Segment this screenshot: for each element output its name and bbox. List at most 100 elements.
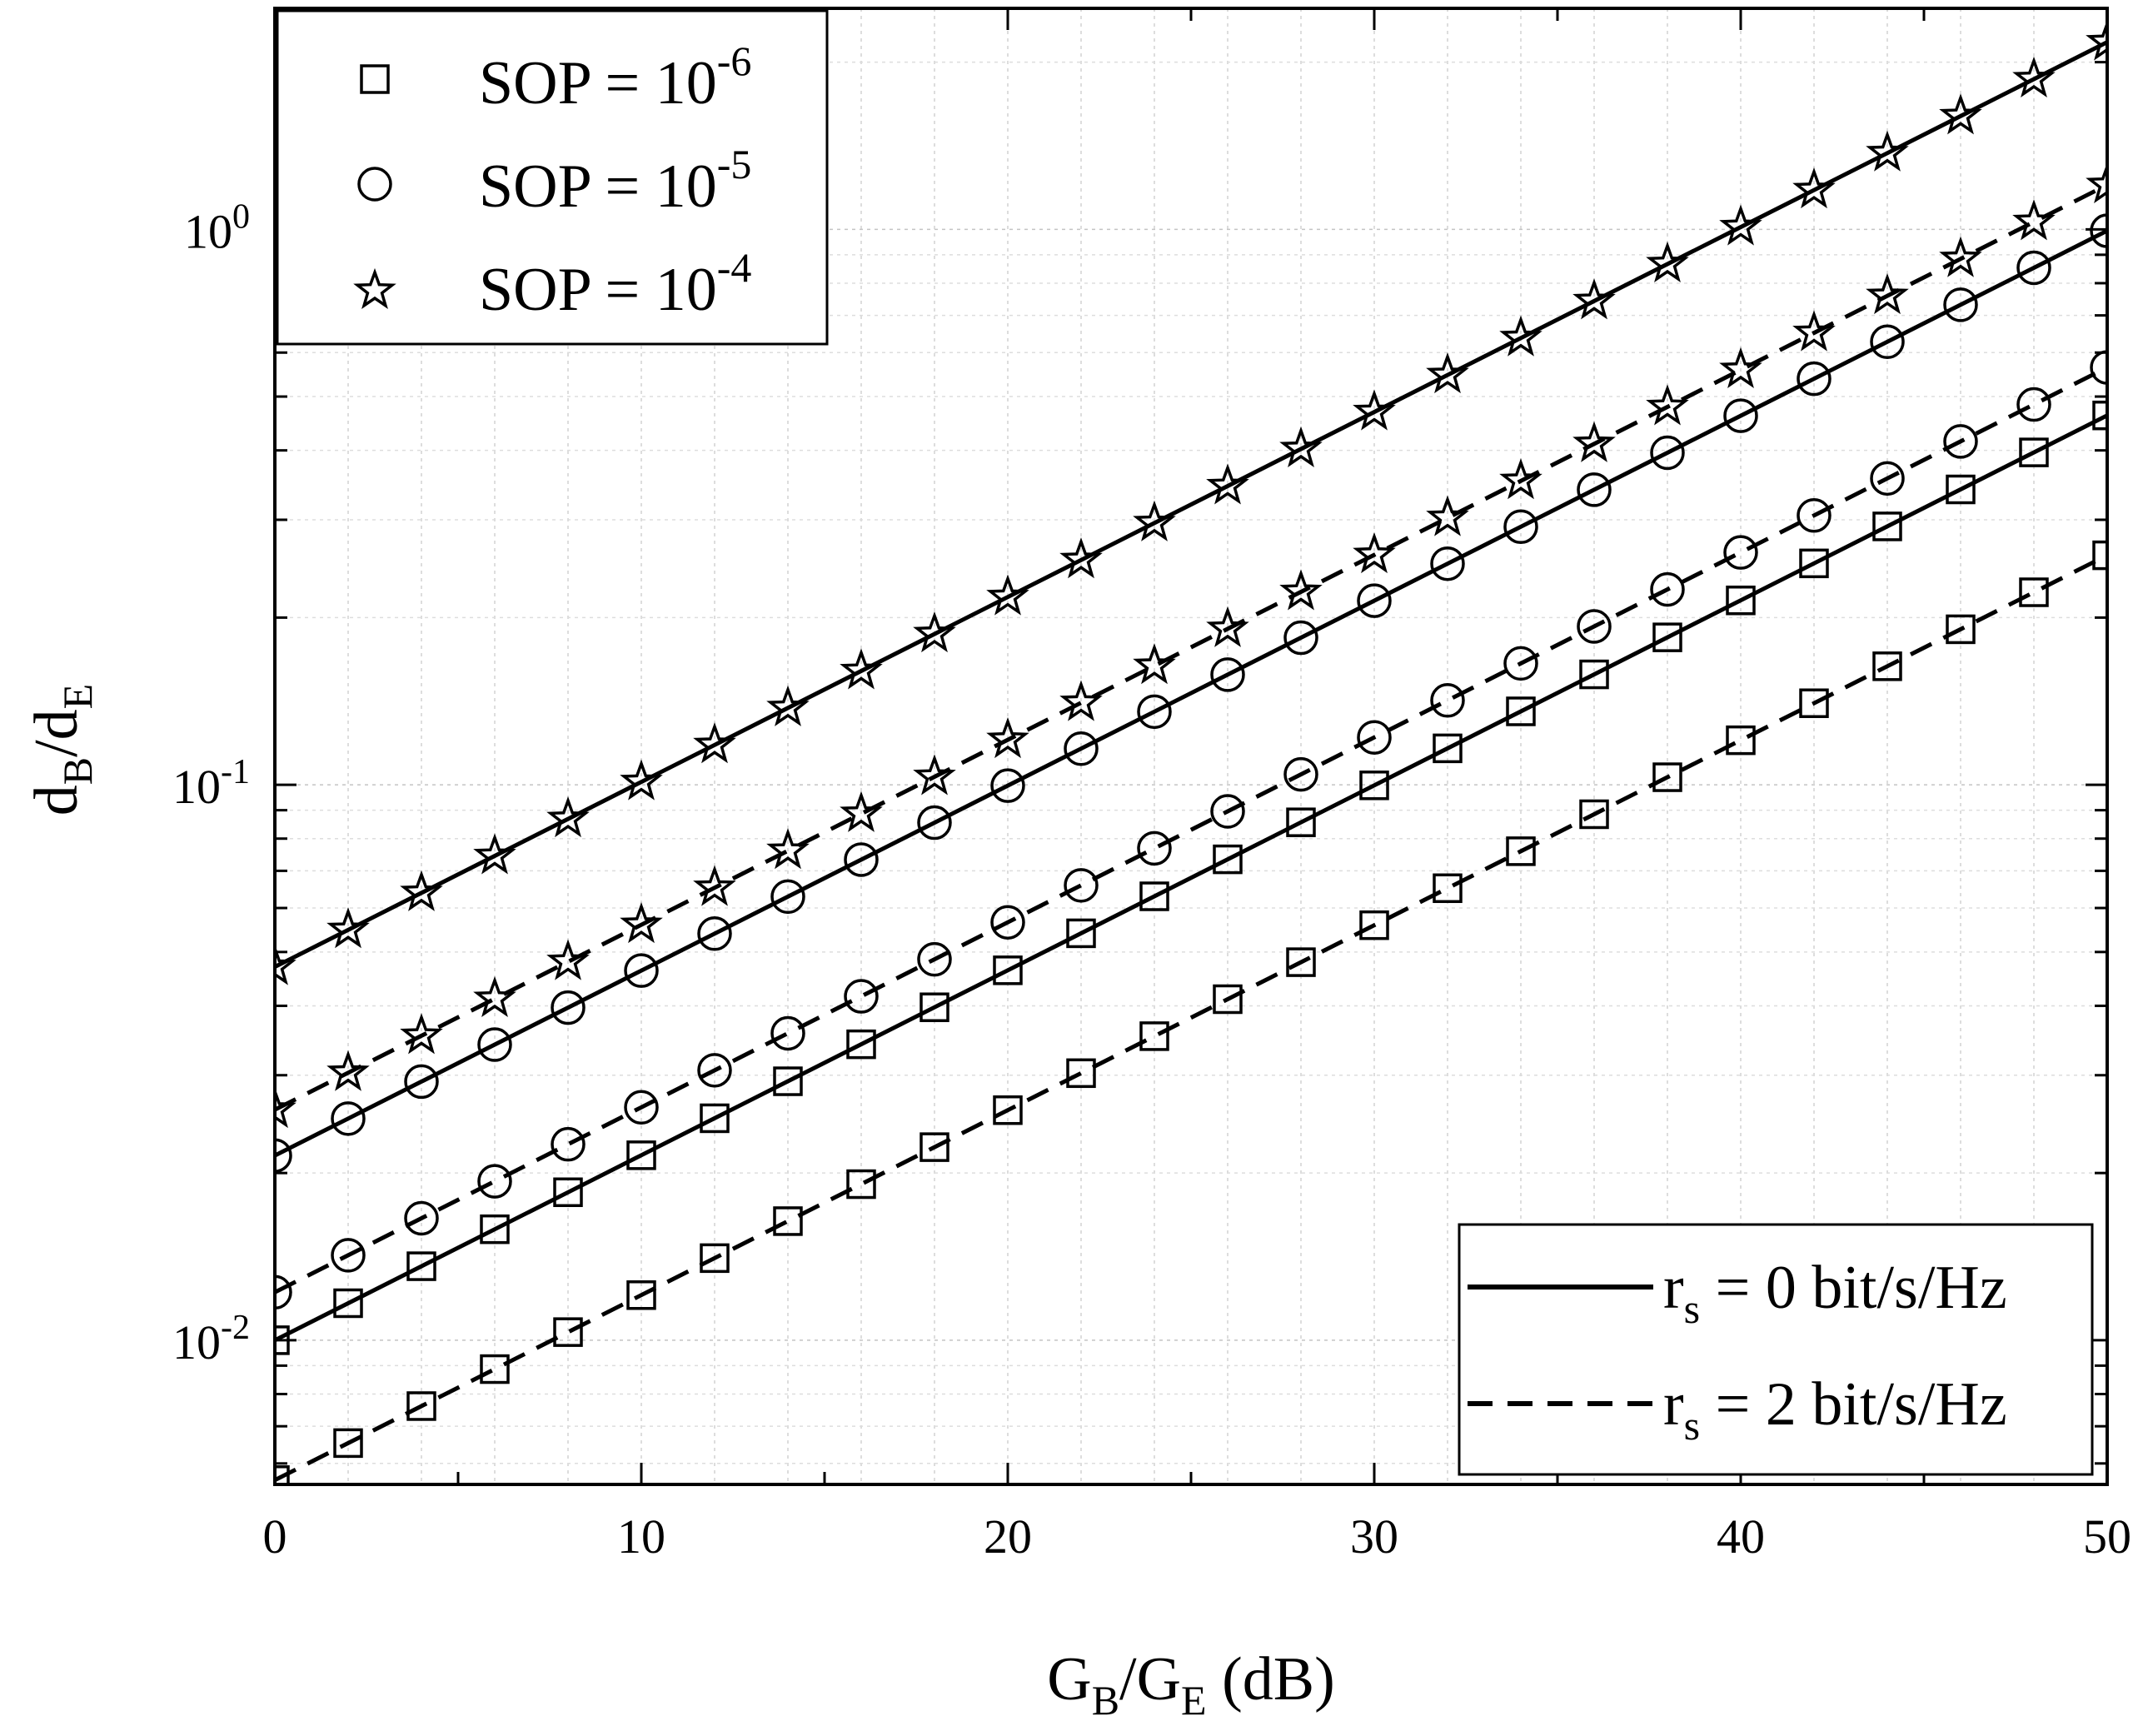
data-point-square xyxy=(333,1428,363,1459)
y-tick-labels: 10-2 10-1 100 xyxy=(172,197,250,1369)
data-point-star xyxy=(1939,236,1982,277)
data-point-circle xyxy=(404,1064,439,1100)
data-point-circle xyxy=(990,768,1025,803)
data-point-square xyxy=(773,1206,803,1236)
data-point-square xyxy=(1213,984,1243,1015)
data-point-star xyxy=(1646,241,1689,282)
plot-series xyxy=(275,19,2107,1484)
data-point-square xyxy=(1946,474,1976,505)
data-point-circle xyxy=(477,1027,512,1062)
data-point-star xyxy=(986,574,1029,616)
data-point-star xyxy=(693,865,736,906)
data-point-square xyxy=(1726,725,1756,756)
data-point-star xyxy=(1353,389,1396,431)
data-point-circle xyxy=(1430,546,1465,581)
data-point-square xyxy=(1579,799,1609,830)
data-point-circle xyxy=(2016,387,2051,422)
data-point-square xyxy=(626,1280,656,1310)
data-point-circle xyxy=(1870,324,1905,360)
data-point-circle xyxy=(1503,646,1538,681)
data-point-circle xyxy=(844,979,879,1014)
legend-lines-box xyxy=(1458,1223,2094,1476)
data-point-square xyxy=(1433,733,1463,764)
y-axis-title: dB/dE xyxy=(22,684,101,816)
data-point-star xyxy=(986,716,1029,759)
series-square-dashed xyxy=(275,540,2107,1484)
data-point-circle xyxy=(1064,731,1099,766)
data-point-square xyxy=(1799,548,1829,579)
data-point-circle xyxy=(2090,213,2107,248)
data-point-circle xyxy=(770,879,805,915)
data-point-star xyxy=(1646,384,1689,426)
data-point-square xyxy=(773,1066,803,1096)
data-point-square xyxy=(846,1029,876,1060)
data-point-circle xyxy=(697,1053,732,1088)
data-point-star xyxy=(1939,93,1982,135)
data-point-circle xyxy=(1137,831,1172,866)
data-point-star xyxy=(275,944,297,985)
legend-markers: SOP = 10-6 SOP = 10-5 SOP = 10-4 xyxy=(276,9,829,346)
y-tick-label: 10-1 xyxy=(172,753,250,814)
data-point-star xyxy=(1792,310,1836,352)
data-point-star xyxy=(1792,167,1836,209)
data-point-star xyxy=(766,685,810,726)
data-point-square xyxy=(626,1140,656,1170)
data-point-square xyxy=(2092,540,2107,571)
data-point-square xyxy=(2019,437,2049,467)
data-point-square xyxy=(333,1288,363,1319)
data-point-circle xyxy=(1870,461,1905,496)
data-point-circle xyxy=(1283,756,1318,792)
legend-entry-rs-0: rs = 0 bit/s/Hz xyxy=(1663,1254,2007,1332)
data-point-star xyxy=(275,1087,297,1129)
data-point-square xyxy=(1506,836,1536,866)
data-point-circle xyxy=(1210,794,1245,829)
data-point-star xyxy=(1279,569,1323,611)
legend-lines: rs = 0 bit/s/Hz rs = 2 bit/s/Hz xyxy=(1458,1223,2094,1476)
data-point-star xyxy=(1572,278,1616,320)
square-icon xyxy=(360,64,390,94)
data-point-circle xyxy=(1503,509,1538,545)
data-point-circle xyxy=(1943,287,1978,322)
series-line xyxy=(275,365,2107,1295)
data-point-circle xyxy=(990,905,1025,940)
legend-entry-sop-4: SOP = 10-4 xyxy=(479,244,751,324)
data-point-square xyxy=(406,1251,436,1281)
data-point-square xyxy=(1506,696,1536,726)
legend-star-symbol xyxy=(353,267,396,309)
data-point-star xyxy=(1499,458,1542,500)
data-point-circle xyxy=(1650,571,1685,607)
data-point-circle xyxy=(1430,683,1465,718)
data-point-circle xyxy=(1723,535,1758,570)
data-point-circle xyxy=(697,916,732,951)
data-point-star xyxy=(840,791,883,832)
data-point-square xyxy=(700,1103,730,1134)
series-line xyxy=(275,228,2107,1158)
data-point-square xyxy=(1286,947,1316,977)
data-point-star xyxy=(620,759,663,801)
data-point-star xyxy=(1866,273,1909,315)
data-point-star xyxy=(1353,531,1396,574)
data-point-circle xyxy=(1577,472,1612,507)
data-point-square xyxy=(1139,881,1169,911)
x-tick-label: 30 xyxy=(1350,1509,1398,1564)
data-point-square xyxy=(480,1214,510,1245)
data-point-star xyxy=(1866,130,1909,172)
data-point-star xyxy=(840,648,883,690)
x-tick-label: 0 xyxy=(263,1509,287,1564)
data-point-circle xyxy=(1137,694,1172,730)
data-point-star xyxy=(1426,495,1469,536)
y-tick-label: 10-2 xyxy=(172,1309,250,1369)
data-point-square xyxy=(1652,762,1682,792)
data-point-square xyxy=(1213,844,1243,875)
data-point-square xyxy=(553,1177,583,1208)
data-point-circle xyxy=(1943,424,1978,459)
data-point-square xyxy=(1066,918,1096,949)
legend-circle-symbol xyxy=(357,167,392,202)
x-tick-label: 40 xyxy=(1717,1509,1765,1564)
data-point-star xyxy=(1133,500,1176,541)
x-tick-label: 50 xyxy=(2083,1509,2131,1564)
data-point-square xyxy=(480,1354,510,1384)
data-point-circle xyxy=(1210,657,1245,692)
data-point-star xyxy=(326,907,370,949)
